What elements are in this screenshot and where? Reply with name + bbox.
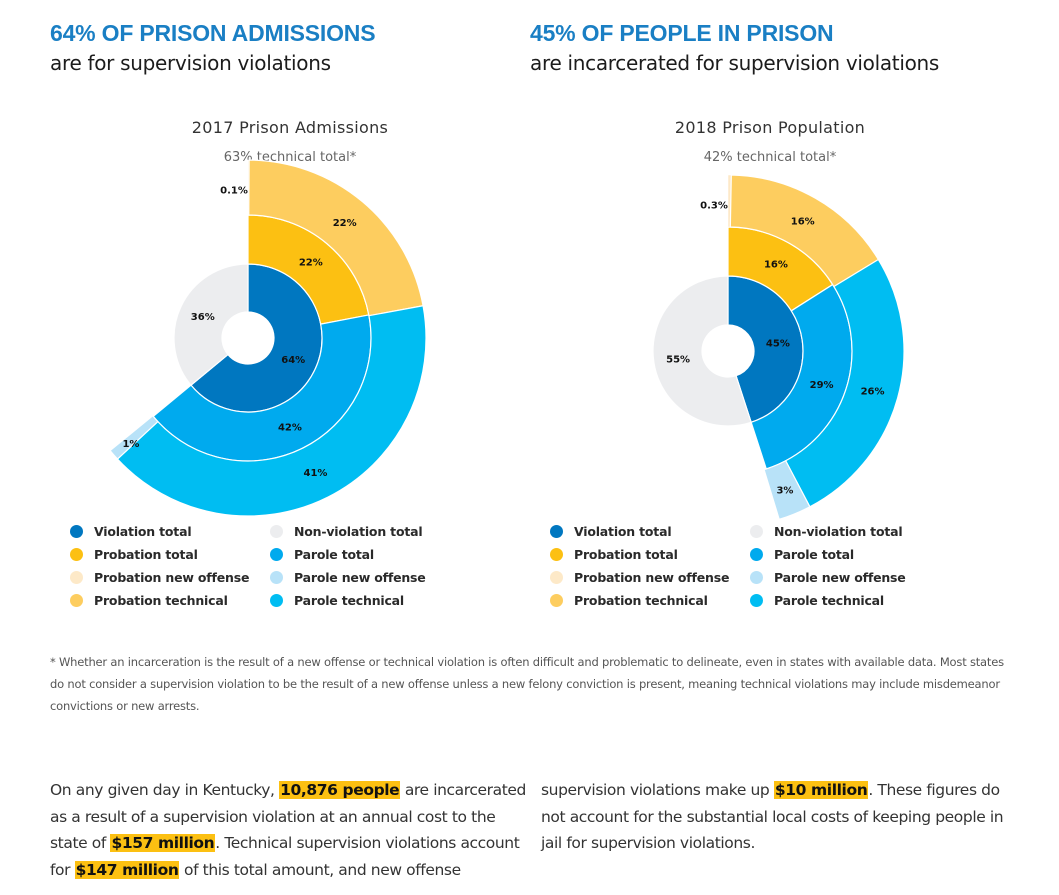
body-text: On any given day in Kentucky, [50, 781, 280, 799]
data-label-parole-new-offense: 1% [122, 439, 139, 450]
body-paragraph-left: On any given day in Kentucky, 10,876 peo… [50, 777, 530, 883]
headline-population-stat: 45% OF PEOPLE IN PRISON [530, 20, 834, 46]
headline-admissions-stat: 64% OF PRISON ADMISSIONS [50, 20, 376, 46]
highlight-people-count: 10,876 people [279, 781, 401, 799]
legend-population: Violation total Non-violation total Probat… [550, 522, 930, 609]
legend-swatch-icon [750, 524, 763, 538]
segment-parole-technical[interactable] [116, 305, 427, 517]
legend-label: Violation total [574, 523, 672, 539]
legend-item-parole-total[interactable]: Parole total [750, 545, 930, 563]
data-label-parole-total: 29% [810, 380, 834, 391]
legend-label: Non-violation total [294, 523, 423, 539]
legend-swatch-icon [550, 524, 563, 538]
data-label-non-violation-total: 55% [666, 354, 690, 365]
data-label-probation-total: 16% [764, 259, 788, 270]
legend-label: Probation total [574, 546, 678, 562]
legend-item-probation-technical[interactable]: Probation technical [550, 591, 750, 609]
legend-swatch-icon [270, 547, 283, 561]
legend-swatch-icon [750, 593, 763, 607]
data-label-violation-total: 64% [281, 355, 305, 366]
legend-item-parole-new-offense[interactable]: Parole new offense [270, 568, 450, 586]
data-label-probation-new-offense: 0.3% [700, 201, 728, 212]
legend-label: Probation technical [94, 592, 228, 608]
sunburst-population: 45% 55% 16% 29% 0.3% 16% 26% 3% [652, 174, 905, 521]
legend-swatch-icon [270, 593, 283, 607]
legend-swatch-icon [270, 570, 283, 584]
legend-swatch-icon [270, 524, 283, 538]
headline-population-sub: are incarcerated for supervision violati… [530, 51, 940, 75]
footnote: * Whether an incarceration is the result… [50, 655, 1004, 713]
legend-label: Parole total [774, 546, 854, 562]
segment-parole-technical[interactable] [784, 258, 905, 508]
legend-item-probation-technical[interactable]: Probation technical [70, 591, 270, 609]
headline-population: 45% OF PEOPLE IN PRISON are incarcerated… [530, 18, 939, 78]
legend-swatch-icon [550, 593, 563, 607]
legend-swatch-icon [750, 547, 763, 561]
legend-label: Violation total [94, 523, 192, 539]
legend-admissions: Violation total Non-violation total Probat… [70, 522, 450, 609]
legend-label: Parole technical [774, 592, 885, 608]
data-label-parole-technical: 41% [304, 468, 328, 479]
legend-item-probation-total[interactable]: Probation total [70, 545, 270, 563]
legend-label: Parole new offense [774, 569, 906, 585]
headline-admissions-sub: are for supervision violations [50, 51, 331, 75]
highlight-new-offense-cost: $10 million [773, 781, 869, 799]
chart-title-population: 2018 Prison Population [674, 118, 866, 137]
legend-label: Parole technical [294, 592, 405, 608]
highlight-total-cost: $157 million [110, 834, 216, 852]
body-text: of this total amount, and new offense [179, 860, 461, 879]
legend-swatch-icon [70, 547, 83, 561]
data-label-probation-technical: 22% [333, 218, 357, 229]
body-paragraph-right: supervision violations make up $10 milli… [541, 777, 1021, 857]
legend-swatch-icon [70, 570, 83, 584]
segment-parole-new-offense[interactable] [763, 459, 811, 521]
sunburst-charts: 64% 36% 22% 42% 0.1% 22% 41% 1% 45% 55% 16% 29% 0.3%… [109, 159, 905, 521]
legend-item-violation-total[interactable]: Violation total [550, 522, 750, 540]
legend-swatch-icon [750, 570, 763, 584]
legend-item-violation-total[interactable]: Violation total [70, 522, 270, 540]
legend-item-probation-total[interactable]: Probation total [550, 545, 750, 563]
legend-label: Probation new offense [94, 569, 250, 585]
segment-non-violation-total[interactable] [652, 275, 752, 427]
legend-item-parole-technical[interactable]: Parole technical [270, 591, 450, 609]
headline-admissions: 64% OF PRISON ADMISSIONS are for supervi… [50, 18, 376, 78]
segment-non-violation-total[interactable] [173, 263, 249, 387]
chart-title-admissions: 2017 Prison Admissions [191, 118, 389, 137]
data-label-probation-total: 22% [299, 258, 323, 269]
legend-swatch-icon [70, 524, 83, 538]
data-label-parole-technical: 26% [861, 387, 885, 398]
legend-label: Probation total [94, 546, 198, 562]
body-text: are incarcerated as a result of a superv… [50, 781, 526, 852]
body-text: . Technical supervision violations accou… [50, 834, 520, 879]
highlight-technical-cost: $147 million [74, 860, 180, 879]
sunburst-admissions: 64% 36% 22% 42% 0.1% 22% 41% 1% [109, 159, 427, 517]
legend-label: Probation technical [574, 592, 708, 608]
body-text: supervision violations make up [541, 781, 774, 799]
data-label-parole-new-offense: 3% [776, 485, 793, 496]
legend-label: Parole new offense [294, 569, 426, 585]
legend-label: Parole total [294, 546, 374, 562]
technical-total-population: 42% technical total* [703, 150, 837, 165]
legend-item-parole-new-offense[interactable]: Parole new offense [750, 568, 930, 586]
legend-item-non-violation-total[interactable]: Non-violation total [270, 522, 450, 540]
data-label-non-violation-total: 36% [191, 312, 215, 323]
segment-parole-new-offense[interactable] [109, 414, 159, 460]
legend-swatch-icon [70, 593, 83, 607]
legend-item-parole-technical[interactable]: Parole technical [750, 591, 930, 609]
data-label-probation-technical: 16% [791, 216, 815, 227]
legend-swatch-icon [550, 570, 563, 584]
legend-item-probation-new-offense[interactable]: Probation new offense [70, 568, 270, 586]
legend-item-non-violation-total[interactable]: Non-violation total [750, 522, 930, 540]
body-text: . These figures do not account for the s… [541, 781, 1004, 852]
data-label-violation-total: 45% [766, 339, 790, 350]
legend-item-parole-total[interactable]: Parole total [270, 545, 450, 563]
data-label-probation-new-offense: 0.1% [220, 186, 248, 197]
legend-label: Non-violation total [774, 523, 903, 539]
legend-label: Probation new offense [574, 569, 730, 585]
legend-swatch-icon [550, 547, 563, 561]
data-label-parole-total: 42% [278, 423, 302, 434]
legend-item-probation-new-offense[interactable]: Probation new offense [550, 568, 750, 586]
